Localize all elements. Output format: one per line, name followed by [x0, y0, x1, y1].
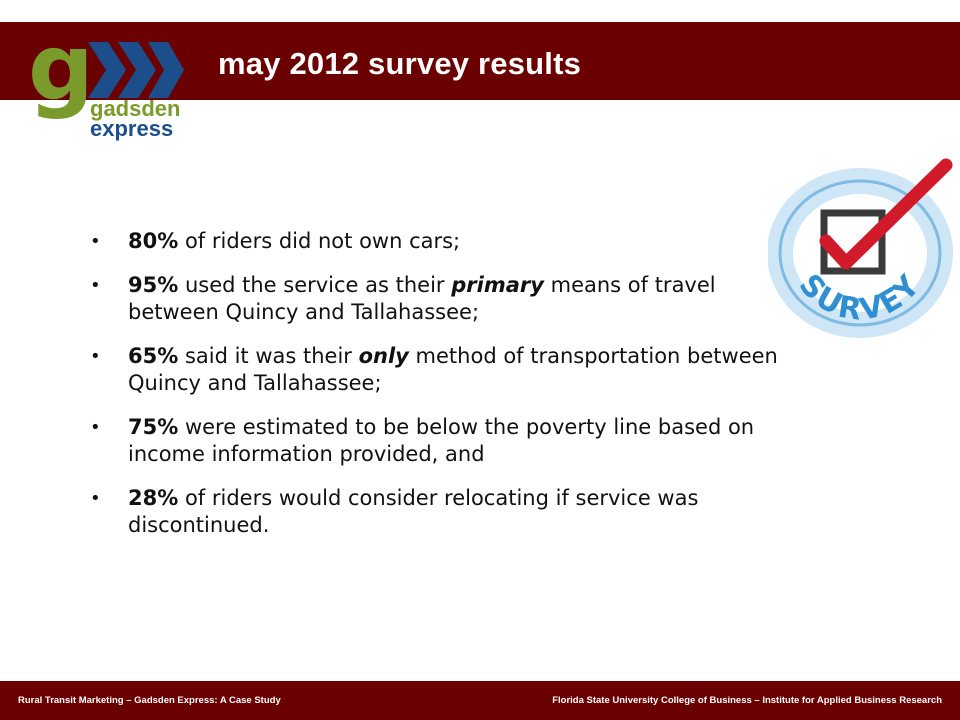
bullet-percentage: 95%	[128, 273, 179, 297]
survey-results-list: • 80% of riders did not own cars; • 95% …	[88, 228, 778, 556]
chevron-arrows-icon	[88, 42, 184, 98]
bullet-icon: •	[90, 346, 101, 367]
bullet-percentage: 80%	[128, 229, 179, 253]
list-item: • 65% said it was their only method of t…	[88, 343, 778, 397]
bullet-emphasis: only	[358, 344, 409, 368]
survey-checkmark-icon: SURVEY	[768, 158, 953, 338]
logo-word-express: express	[90, 116, 174, 141]
slide-title: may 2012 survey results	[218, 46, 582, 81]
bullet-icon: •	[90, 231, 101, 252]
bullet-text: were estimated to be below the poverty l…	[128, 415, 755, 466]
bullet-percentage: 28%	[128, 486, 179, 510]
footer-right-text: Florida State University College of Busi…	[552, 695, 942, 706]
list-item: • 80% of riders did not own cars;	[88, 228, 778, 255]
bullet-emphasis: primary	[451, 273, 544, 297]
list-item: • 95% used the service as their primary …	[88, 272, 778, 326]
bullet-text: used the service as their	[178, 273, 452, 297]
bullet-text: of riders did not own cars;	[178, 229, 461, 253]
footer-bar: Rural Transit Marketing – Gadsden Expres…	[0, 681, 960, 720]
logo-letter: g	[28, 14, 94, 121]
bullet-text: said it was their	[178, 344, 359, 368]
list-item: • 28% of riders would consider relocatin…	[88, 485, 778, 539]
bullet-percentage: 75%	[128, 415, 179, 439]
gadsden-express-logo: g gadsden express	[28, 22, 188, 144]
bullet-icon: •	[90, 417, 101, 438]
logo-word-gadsden: gadsden	[90, 96, 181, 121]
bullet-text-end: means of travel between Quincy and Talla…	[128, 273, 716, 324]
bullet-text: of riders would consider relocating if s…	[128, 486, 699, 537]
bullet-text-end: method of transportation between Quincy …	[128, 344, 778, 395]
bullet-icon: •	[90, 275, 101, 296]
list-item: • 75% were estimated to be below the pov…	[88, 414, 778, 468]
bullet-icon: •	[90, 488, 101, 509]
bullet-percentage: 65%	[128, 344, 179, 368]
footer-left-text: Rural Transit Marketing – Gadsden Expres…	[18, 695, 281, 706]
